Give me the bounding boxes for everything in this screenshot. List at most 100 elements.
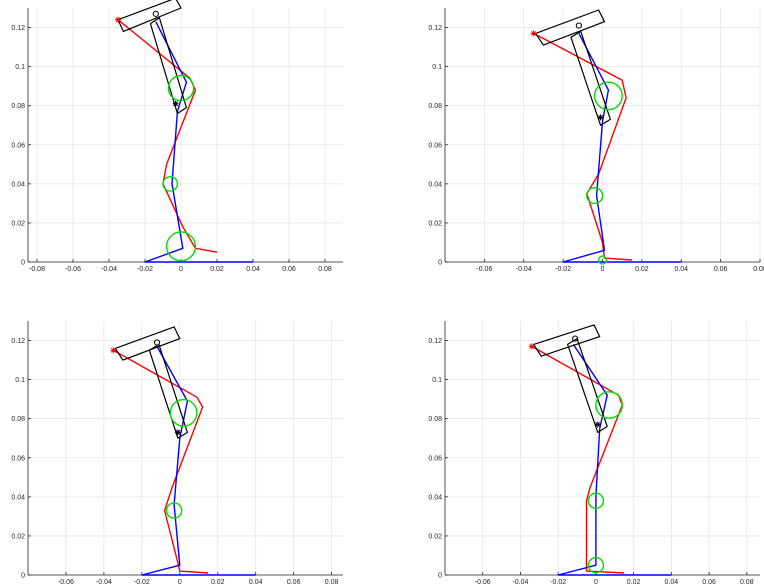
x-tick-label: -0.08 bbox=[29, 266, 45, 273]
joint-circle bbox=[597, 255, 608, 265]
axes bbox=[27, 8, 343, 263]
star-marker bbox=[530, 30, 537, 37]
x-tick-label: 0.06 bbox=[702, 579, 716, 586]
x-tick-label: 0.02 bbox=[627, 579, 641, 586]
x-tick-label: -0.04 bbox=[96, 579, 112, 586]
x-tick-label: 0 bbox=[179, 266, 183, 273]
x-tick-label: -0.04 bbox=[101, 266, 117, 273]
star-stroke bbox=[598, 114, 603, 120]
ticks: -0.06 -0.04 -0.02 0 0.02 0.04 0.06 0.08 0 0.02 0.0… bbox=[428, 25, 764, 273]
y-tick-label: 0.04 bbox=[11, 494, 25, 501]
star-marker bbox=[594, 421, 601, 428]
x-tick-label: 0.08 bbox=[325, 579, 339, 586]
x-tick-label: -0.06 bbox=[65, 266, 81, 273]
link-rectangle bbox=[117, 0, 182, 32]
y-tick-label: 0 bbox=[21, 260, 25, 267]
star-marker bbox=[172, 100, 179, 107]
x-tick-label: 0 bbox=[601, 266, 605, 273]
circle-marker bbox=[575, 22, 582, 29]
x-tick-label: 0.02 bbox=[210, 266, 224, 273]
joint-circle bbox=[593, 81, 623, 111]
y-tick-label: 0.12 bbox=[428, 338, 442, 345]
x-tick-label: -0.02 bbox=[555, 266, 571, 273]
joint-circle bbox=[167, 74, 195, 102]
y-tick-label: 0.04 bbox=[11, 181, 25, 188]
y-tick-label: 0.02 bbox=[428, 220, 442, 227]
star-stroke bbox=[173, 101, 179, 107]
x-tick-label: 0.08 bbox=[318, 266, 332, 273]
chart-2: -0.06 -0.04 -0.02 0 0.02 0.04 0.06 0.08 0 0.02 0.0… bbox=[428, 8, 764, 273]
series-line bbox=[557, 344, 672, 576]
star-stroke bbox=[595, 422, 601, 428]
y-tick-label: 0.12 bbox=[11, 25, 25, 32]
chart-4: -0.06 -0.04 -0.02 0 0.02 0.04 0.06 0.08 0 0.02 0.0… bbox=[428, 321, 760, 586]
y-tick-label: 0.1 bbox=[432, 377, 442, 384]
x-tick-label: 0.04 bbox=[246, 266, 260, 273]
y-tick-label: 0.1 bbox=[15, 64, 25, 71]
link-rectangle bbox=[533, 324, 601, 357]
y-tick-label: 0.1 bbox=[432, 64, 442, 71]
y-tick-label: 0 bbox=[21, 573, 25, 580]
series-line bbox=[141, 346, 256, 576]
y-tick-label: 0.02 bbox=[11, 533, 25, 540]
star-marker bbox=[110, 347, 117, 354]
joint-circle bbox=[165, 502, 183, 519]
gridlines bbox=[28, 8, 343, 263]
x-tick-label: 0.06 bbox=[714, 266, 728, 273]
y-tick-label: 0.06 bbox=[428, 455, 442, 462]
y-tick-label: 0.02 bbox=[428, 533, 442, 540]
y-tick-label: 0.06 bbox=[11, 142, 25, 149]
joint-circle bbox=[162, 175, 179, 192]
y-tick-label: 0.04 bbox=[428, 181, 442, 188]
series-line bbox=[144, 21, 253, 263]
gridlines bbox=[28, 321, 343, 576]
y-tick-label: 0.08 bbox=[428, 416, 442, 423]
x-tick-label: 0.02 bbox=[211, 579, 225, 586]
star-stroke bbox=[529, 343, 535, 349]
y-tick-label: 0.12 bbox=[428, 25, 442, 32]
series-line bbox=[117, 19, 218, 253]
y-tick-label: 0 bbox=[438, 573, 442, 580]
star-stroke bbox=[115, 17, 121, 23]
series-line bbox=[531, 345, 625, 574]
axes bbox=[27, 321, 343, 576]
circle-marker bbox=[572, 335, 579, 342]
link-rectangle bbox=[534, 9, 606, 46]
y-tick-label: 0.06 bbox=[11, 455, 25, 462]
star-marker bbox=[528, 343, 535, 350]
x-tick-label: -0.02 bbox=[550, 579, 566, 586]
joint-circle bbox=[587, 492, 605, 509]
star-marker bbox=[174, 429, 181, 436]
joint-circle bbox=[587, 556, 605, 574]
x-tick-label: 0.04 bbox=[249, 579, 263, 586]
series-line bbox=[533, 32, 633, 261]
ticks: -0.08 -0.06 -0.04 -0.02 0 0.02 0.04 0.06 0.08 0 0.… bbox=[11, 25, 332, 273]
x-tick-label: 0.06 bbox=[282, 266, 296, 273]
y-tick-label: 0.12 bbox=[11, 338, 25, 345]
x-tick-label: -0.02 bbox=[134, 579, 150, 586]
x-tick-label: -0.06 bbox=[475, 579, 491, 586]
y-tick-label: 0.08 bbox=[11, 103, 25, 110]
y-tick-label: 0.1 bbox=[15, 377, 25, 384]
star-stroke bbox=[110, 347, 116, 353]
link-rectangle bbox=[114, 326, 181, 361]
y-tick-label: 0.06 bbox=[428, 142, 442, 149]
link-rectangle bbox=[570, 30, 612, 126]
circle-marker bbox=[153, 339, 161, 346]
chart-1: -0.08 -0.06 -0.04 -0.02 0 0.02 0.04 0.06 0.08 0 0.… bbox=[11, 0, 343, 273]
gridlines bbox=[445, 8, 761, 263]
y-tick-label: 0.08 bbox=[11, 416, 25, 423]
ticks: -0.06 -0.04 -0.02 0 0.02 0.04 0.06 0.08 0 0.02 0.0… bbox=[428, 338, 753, 586]
x-tick-label: 0.04 bbox=[665, 579, 679, 586]
link-rectangle bbox=[148, 343, 188, 439]
x-tick-label: -0.02 bbox=[137, 266, 153, 273]
x-tick-label: 0.08 bbox=[753, 266, 764, 273]
x-tick-label: 0.04 bbox=[674, 266, 688, 273]
joint-circle bbox=[586, 186, 604, 205]
gridlines bbox=[445, 321, 760, 576]
x-tick-label: 0.02 bbox=[635, 266, 649, 273]
x-tick-label: -0.04 bbox=[516, 266, 532, 273]
series-line bbox=[562, 33, 682, 263]
y-tick-label: 0 bbox=[438, 260, 442, 267]
